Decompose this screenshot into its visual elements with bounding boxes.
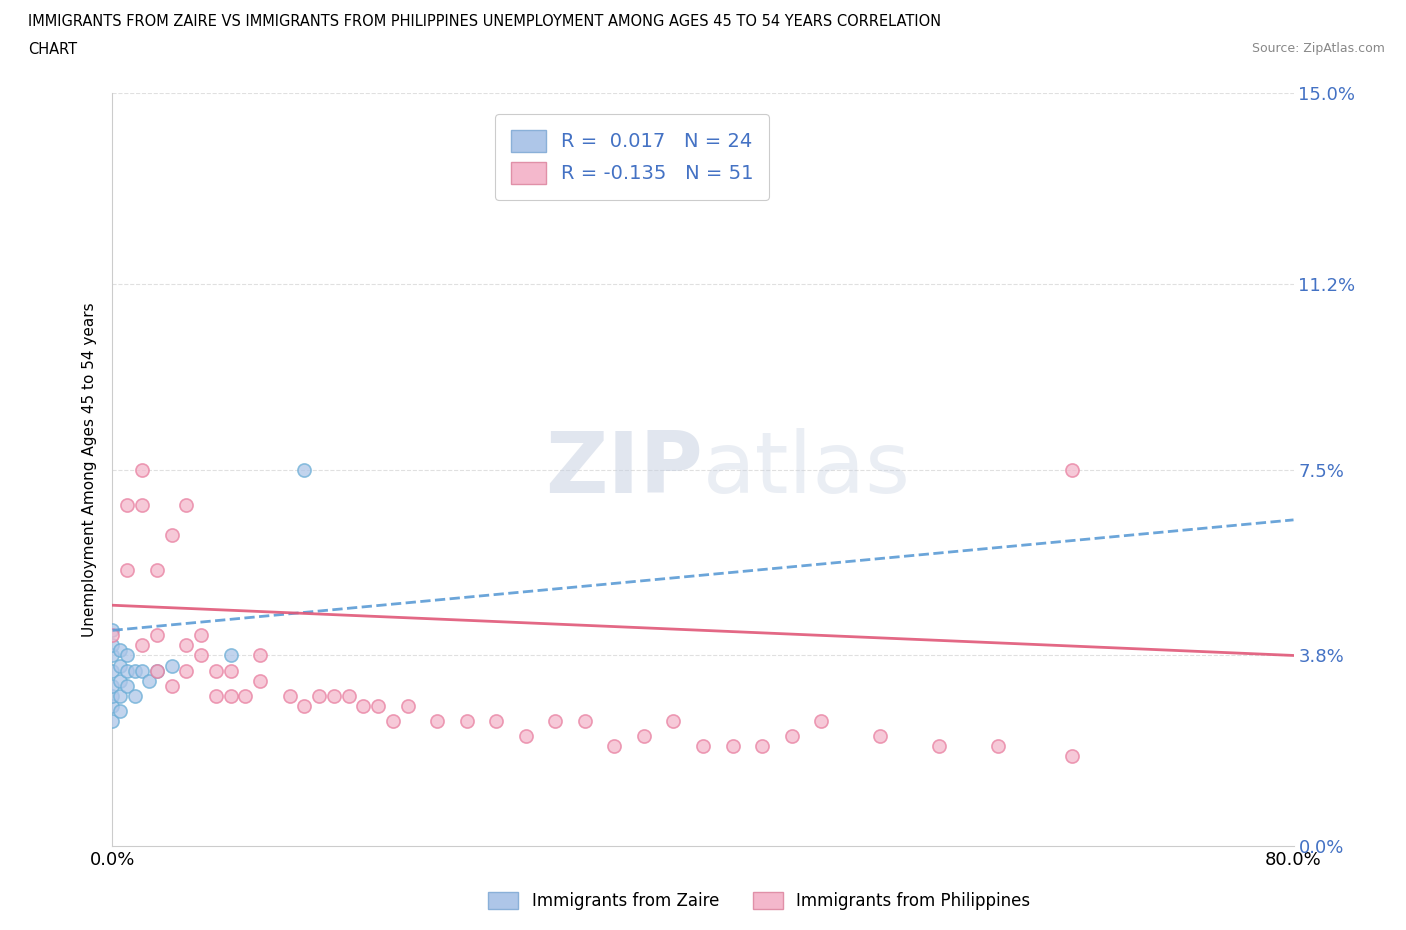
Point xyxy=(1062,749,1084,764)
Point xyxy=(131,462,153,477)
Point xyxy=(662,713,685,728)
Point xyxy=(396,698,419,713)
Point xyxy=(603,738,626,753)
Point xyxy=(308,688,330,703)
Point xyxy=(124,688,146,703)
Point xyxy=(124,663,146,678)
Point xyxy=(138,673,160,688)
Point xyxy=(101,623,124,638)
Point xyxy=(544,713,567,728)
Point xyxy=(987,738,1010,753)
Point xyxy=(233,688,256,703)
Point xyxy=(131,638,153,653)
Text: ZIP: ZIP xyxy=(546,428,703,512)
Point xyxy=(101,638,124,653)
Point xyxy=(515,728,537,743)
Point xyxy=(692,738,714,753)
Y-axis label: Unemployment Among Ages 45 to 54 years: Unemployment Among Ages 45 to 54 years xyxy=(82,302,97,637)
Point xyxy=(249,648,271,663)
Point xyxy=(146,563,169,578)
Point xyxy=(101,688,124,703)
Point xyxy=(101,628,124,643)
Point xyxy=(131,498,153,512)
Text: CHART: CHART xyxy=(28,42,77,57)
Point xyxy=(160,658,183,673)
Point xyxy=(633,728,655,743)
Point xyxy=(108,688,131,703)
Legend: R =  0.017   N = 24, R = -0.135   N = 51: R = 0.017 N = 24, R = -0.135 N = 51 xyxy=(495,114,769,200)
Point xyxy=(190,648,212,663)
Point xyxy=(174,498,197,512)
Point xyxy=(352,698,374,713)
Point xyxy=(101,648,124,663)
Point xyxy=(426,713,449,728)
Point xyxy=(219,648,242,663)
Point xyxy=(117,563,138,578)
Point xyxy=(219,688,242,703)
Point xyxy=(108,703,131,718)
Point xyxy=(205,663,228,678)
Point xyxy=(205,688,228,703)
Point xyxy=(101,698,124,713)
Point xyxy=(101,713,124,728)
Point xyxy=(117,498,138,512)
Point xyxy=(160,678,183,693)
Point xyxy=(928,738,950,753)
Point xyxy=(323,688,346,703)
Point xyxy=(292,698,315,713)
Point xyxy=(721,738,744,753)
Point xyxy=(367,698,389,713)
Legend: Immigrants from Zaire, Immigrants from Philippines: Immigrants from Zaire, Immigrants from P… xyxy=(482,885,1036,917)
Point xyxy=(174,663,197,678)
Point xyxy=(101,678,124,693)
Point xyxy=(780,728,803,743)
Point xyxy=(160,527,183,542)
Point xyxy=(174,638,197,653)
Text: Source: ZipAtlas.com: Source: ZipAtlas.com xyxy=(1251,42,1385,55)
Point xyxy=(1062,462,1084,477)
Point xyxy=(292,462,315,477)
Point xyxy=(101,663,124,678)
Point xyxy=(219,663,242,678)
Point xyxy=(382,713,405,728)
Point xyxy=(108,658,131,673)
Text: atlas: atlas xyxy=(703,428,911,512)
Point xyxy=(249,673,271,688)
Point xyxy=(751,738,773,753)
Point xyxy=(117,663,138,678)
Point xyxy=(108,643,131,658)
Point xyxy=(117,648,138,663)
Text: IMMIGRANTS FROM ZAIRE VS IMMIGRANTS FROM PHILIPPINES UNEMPLOYMENT AMONG AGES 45 : IMMIGRANTS FROM ZAIRE VS IMMIGRANTS FROM… xyxy=(28,14,941,29)
Point xyxy=(146,663,169,678)
Point xyxy=(456,713,478,728)
Point xyxy=(146,628,169,643)
Point xyxy=(108,673,131,688)
Point xyxy=(278,688,301,703)
Point xyxy=(117,678,138,693)
Point xyxy=(810,713,832,728)
Point xyxy=(131,663,153,678)
Point xyxy=(337,688,360,703)
Point xyxy=(146,663,169,678)
Point xyxy=(485,713,508,728)
Point xyxy=(190,628,212,643)
Point xyxy=(574,713,596,728)
Point xyxy=(869,728,891,743)
